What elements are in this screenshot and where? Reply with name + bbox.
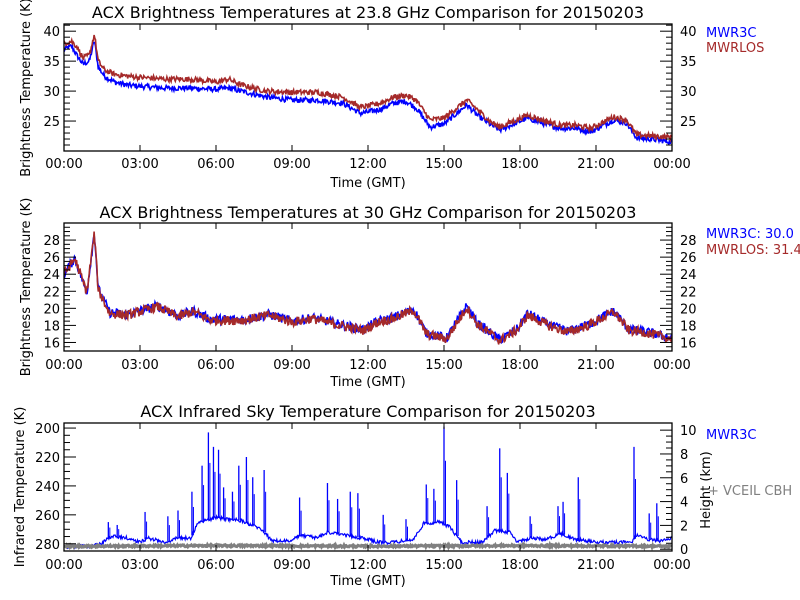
y-tick-label-right: 26: [680, 251, 697, 266]
x-tick-label: 06:00: [197, 358, 234, 373]
x-tick-label: 06:00: [197, 558, 234, 573]
series-line-mwrlos: [64, 231, 672, 345]
x-axis-label: Time (GMT): [329, 176, 405, 191]
y-tick-label-right: 22: [680, 285, 697, 300]
y2-tick-label: 0: [680, 543, 688, 558]
y2-tick-label: 10: [680, 424, 697, 439]
y2-tick-label: 4: [680, 496, 688, 511]
y2-axis-label: Height (km): [699, 451, 714, 528]
x-tick-label: 21:00: [577, 358, 614, 373]
plot-area: [64, 34, 672, 146]
x-tick-label: 18:00: [501, 558, 538, 573]
plot-area: [64, 426, 672, 551]
chart-title: ACX Brightness Temperatures at 23.8 GHz …: [92, 3, 644, 22]
series-line-mwrlos: [64, 34, 672, 143]
y-tick-label: 22: [43, 285, 60, 300]
x-tick-label: 09:00: [273, 358, 310, 373]
y-axis-label: Brightness Temperature (K): [19, 198, 34, 377]
x-tick-label: 15:00: [425, 157, 462, 172]
legend-entry: MWRLOS: [706, 41, 764, 56]
series-line-mwr3c: [64, 514, 672, 550]
y-tick-label: 16: [43, 336, 60, 351]
x-tick-label: 18:00: [501, 358, 538, 373]
legend-entry: MWR3C: 30.0: [706, 227, 794, 242]
plot-frame: [63, 422, 673, 552]
panel-2: ACX Brightness Temperatures at 30 GHz Co…: [19, 198, 800, 390]
x-tick-label: 00:00: [45, 157, 82, 172]
y-tick-label-right: 25: [680, 115, 697, 130]
chart-title: ACX Infrared Sky Temperature Comparison …: [140, 402, 595, 421]
x-tick-label: 03:00: [121, 358, 158, 373]
y-tick-label: 28: [43, 234, 60, 249]
y2-tick-label: 6: [680, 472, 688, 487]
y-tick-label: 260: [35, 509, 60, 524]
y-tick-label-right: 40: [680, 25, 697, 40]
panel-3: ACX Infrared Sky Temperature Comparison …: [13, 402, 792, 589]
legend-entry: MWR3C: [706, 26, 756, 41]
x-tick-label: 00:00: [45, 558, 82, 573]
x-tick-label: 00:00: [653, 157, 690, 172]
y-tick-label: 35: [43, 55, 60, 70]
plot-area: [64, 231, 672, 345]
x-tick-label: 06:00: [197, 157, 234, 172]
y-tick-label: 30: [43, 85, 60, 100]
x-tick-label: 09:00: [273, 558, 310, 573]
y-tick-label: 24: [43, 268, 60, 283]
x-tick-label: 03:00: [121, 157, 158, 172]
x-tick-label: 03:00: [121, 558, 158, 573]
x-tick-label: 00:00: [653, 558, 690, 573]
legend-entry: MWR3C: [706, 428, 756, 443]
series-line-mwr3c: [64, 41, 672, 146]
y-tick-label: 280: [35, 538, 60, 553]
legend-entry: + VCEIL CBH: [708, 484, 792, 499]
y-tick-label: 200: [35, 422, 60, 437]
x-axis-label: Time (GMT): [329, 375, 405, 390]
x-tick-label: 18:00: [501, 157, 538, 172]
x-tick-label: 15:00: [425, 558, 462, 573]
y-tick-label: 18: [43, 319, 60, 334]
y-axis-label: Brightness Temperature (K): [19, 0, 34, 177]
x-tick-label: 00:00: [45, 358, 82, 373]
x-tick-label: 12:00: [349, 558, 386, 573]
panel-1: ACX Brightness Temperatures at 23.8 GHz …: [19, 0, 764, 191]
y-tick-label: 25: [43, 115, 60, 130]
y-tick-label: 240: [35, 480, 60, 495]
legend-entry: MWRLOS: 31.4: [706, 243, 800, 258]
x-tick-label: 21:00: [577, 157, 614, 172]
y-tick-label: 40: [43, 25, 60, 40]
x-tick-label: 12:00: [349, 157, 386, 172]
x-tick-label: 00:00: [653, 358, 690, 373]
y-axis-label: Infrared Temperature (K): [13, 407, 28, 568]
y-tick-label: 220: [35, 451, 60, 466]
y-tick-label-right: 20: [680, 302, 697, 317]
y-tick-label-right: 18: [680, 319, 697, 334]
x-axis-label: Time (GMT): [329, 574, 405, 589]
y-tick-label-right: 24: [680, 268, 697, 283]
x-tick-label: 09:00: [273, 157, 310, 172]
y2-tick-label: 8: [680, 448, 688, 463]
y-tick-label-right: 28: [680, 234, 697, 249]
x-tick-label: 21:00: [577, 558, 614, 573]
y-tick-label-right: 35: [680, 55, 697, 70]
y-tick-label-right: 16: [680, 336, 697, 351]
x-tick-label: 12:00: [349, 358, 386, 373]
y-tick-label: 26: [43, 251, 60, 266]
y-tick-label: 20: [43, 302, 60, 317]
x-tick-label: 15:00: [425, 358, 462, 373]
chart-title: ACX Brightness Temperatures at 30 GHz Co…: [100, 203, 637, 222]
y2-tick-label: 2: [680, 519, 688, 534]
y-tick-label-right: 30: [680, 85, 697, 100]
